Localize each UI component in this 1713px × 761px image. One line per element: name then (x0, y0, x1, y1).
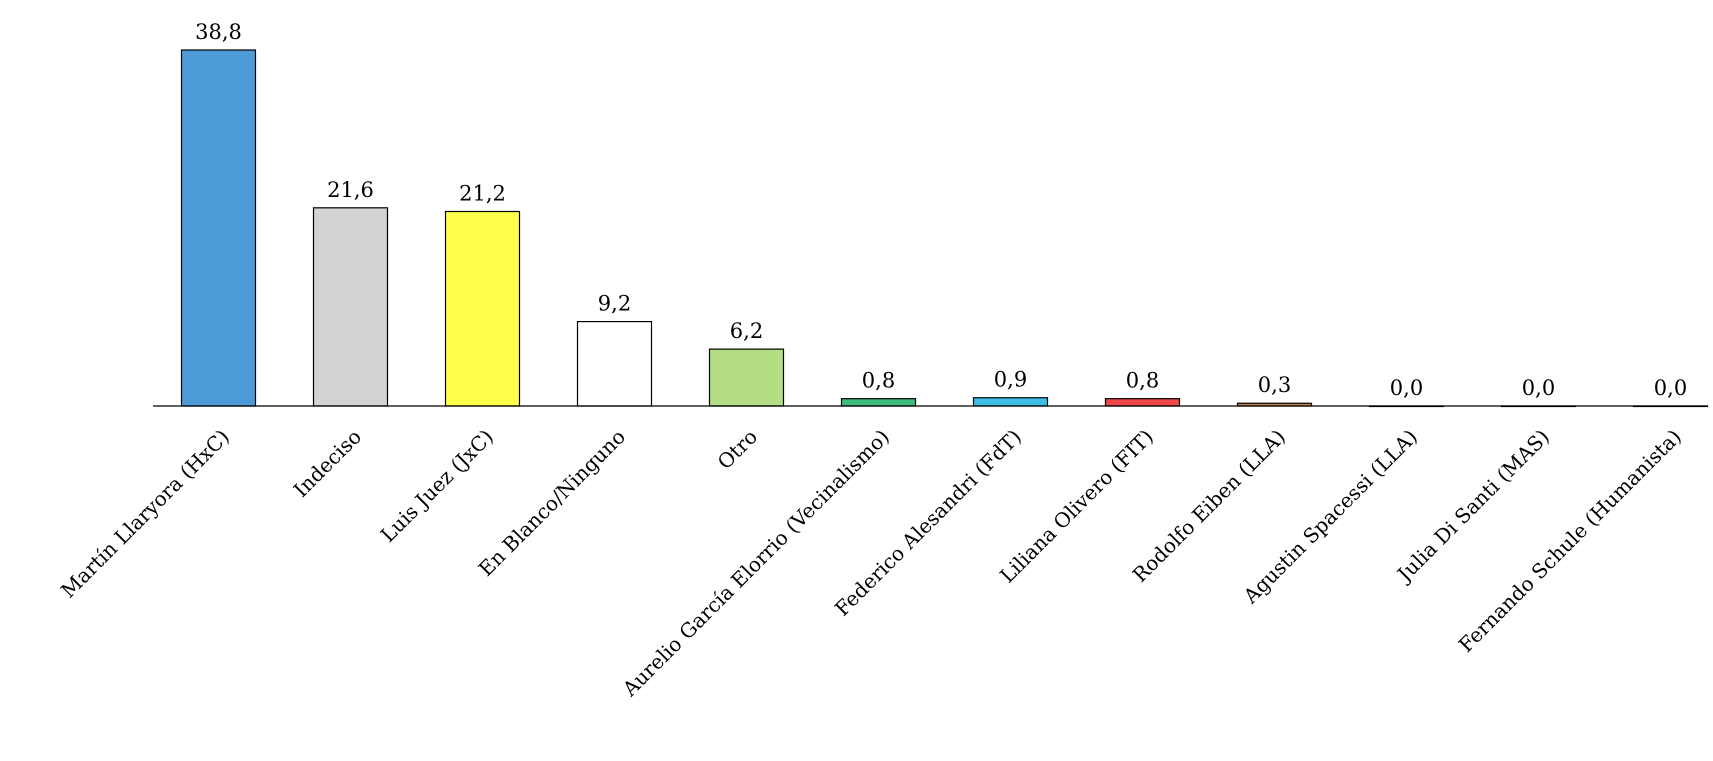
category-label-11: Fernando Schule (Humanista) (1454, 425, 1686, 657)
value-label-0: 38,8 (195, 20, 242, 44)
value-label-9: 0,0 (1390, 376, 1423, 400)
value-label-4: 6,2 (730, 319, 763, 343)
category-label-0: Martín Llaryora (HxC) (56, 425, 234, 603)
value-label-2: 21,2 (459, 181, 506, 205)
bar-7 (1104, 398, 1181, 407)
value-label-7: 0,8 (1126, 369, 1159, 393)
value-labels-layer: 38,8 21,6 21,2 9,2 6,2 0,8 0,9 0,8 0,3 0,0 0,0 0,0 (195, 20, 1687, 400)
bars-layer (180, 49, 1709, 408)
bar-2 (444, 210, 521, 407)
category-label-1: Indeciso (289, 425, 366, 502)
bar-3 (576, 320, 653, 407)
value-label-3: 9,2 (598, 292, 631, 316)
value-label-1: 21,6 (327, 178, 374, 202)
category-label-4: Otro (713, 425, 763, 475)
value-label-5: 0,8 (862, 369, 895, 393)
category-label-3: En Blanco/Ninguno (474, 425, 630, 581)
bar-6 (972, 397, 1049, 407)
value-label-6: 0,9 (994, 368, 1027, 392)
category-label-2: Luis Juez (JxC) (376, 425, 498, 547)
value-label-10: 0,0 (1522, 376, 1555, 400)
category-labels-layer: Martín Llaryora (HxC) Indeciso Luis Juez (… (56, 425, 1686, 702)
value-label-11: 0,0 (1654, 376, 1687, 400)
bar-5 (840, 398, 917, 407)
bar-4 (708, 348, 785, 407)
bar-1 (312, 207, 389, 407)
bar-0 (180, 49, 257, 407)
value-label-8: 0,3 (1258, 373, 1291, 397)
category-label-5: Aurelio García Elorrio (Vecinalismo) (617, 425, 894, 702)
